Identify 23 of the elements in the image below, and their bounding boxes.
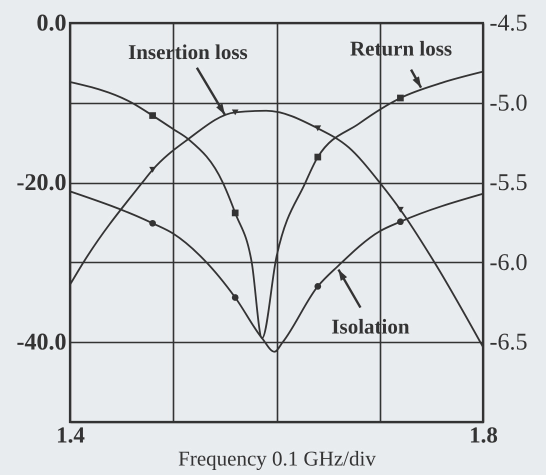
- y2-tick-label: -6.5: [490, 330, 528, 356]
- point: [397, 218, 404, 226]
- y-tick-label: -20.0: [16, 170, 66, 196]
- y2-tick-label: -6.0: [490, 250, 528, 276]
- point: [149, 166, 156, 173]
- y2-tick-label: -5.5: [490, 170, 528, 196]
- point: [314, 125, 322, 132]
- point: [314, 154, 322, 160]
- x-axis-title: Frequency 0.1 GHz/div: [178, 446, 376, 470]
- point: [149, 220, 156, 227]
- point: [314, 282, 322, 290]
- point: [232, 210, 239, 216]
- point: [149, 112, 156, 119]
- y-tick-label: -40.0: [16, 330, 66, 356]
- y2-tick-label: -5.0: [490, 90, 528, 116]
- point: [397, 94, 404, 102]
- point: [397, 206, 404, 213]
- x-tick-label: 1.4: [56, 422, 86, 448]
- point: [232, 109, 239, 116]
- y2-tick-label: -4.5: [490, 10, 528, 36]
- x-tick-label: 1.8: [469, 422, 498, 448]
- y-tick-label: 0.0: [36, 10, 66, 36]
- point: [232, 294, 239, 301]
